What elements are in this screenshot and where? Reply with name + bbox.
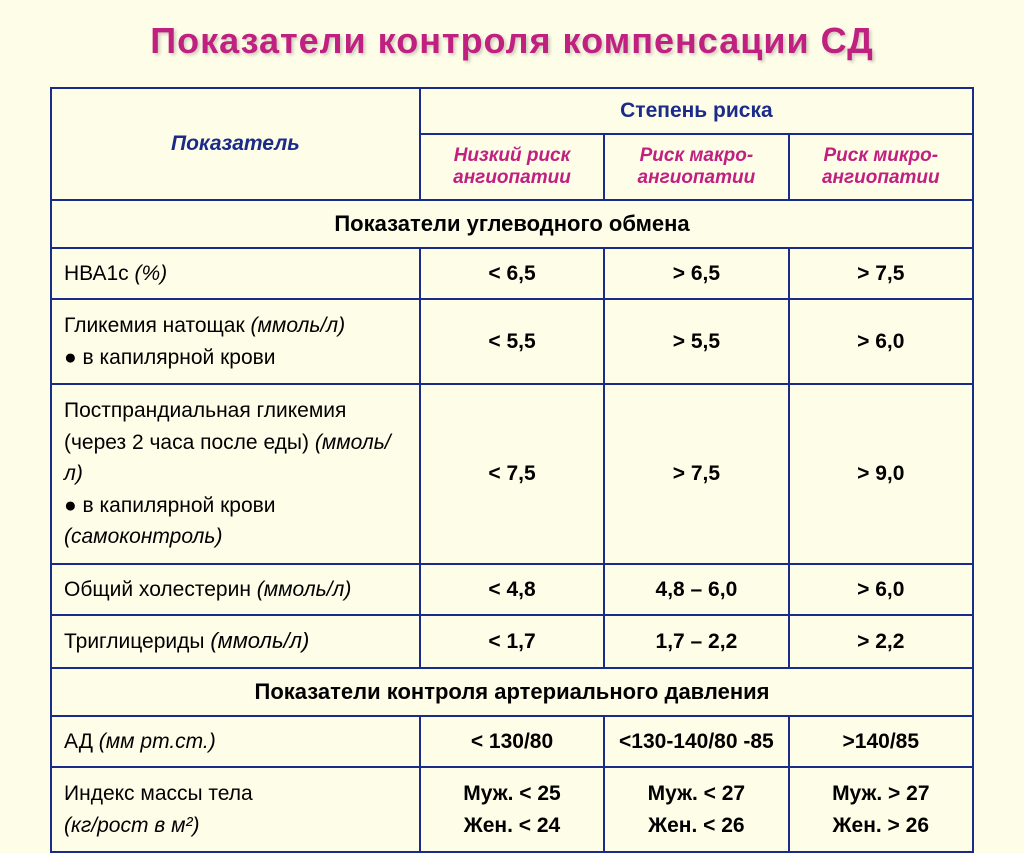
- param-postprandial: Постпрандиальная гликемия (через 2 часа …: [51, 384, 420, 564]
- table-row: Гликемия натощак (ммоль/л) ● в капилярно…: [51, 299, 973, 384]
- table-row: Общий холестерин (ммоль/л) < 4,8 4,8 – 6…: [51, 564, 973, 615]
- header-risk-micro: Риск микро-ангиопатии: [789, 134, 973, 200]
- table-row: Триглицериды (ммоль/л) < 1,7 1,7 – 2,2 >…: [51, 615, 973, 668]
- section-carbohydrate: Показатели углеводного обмена: [51, 200, 973, 248]
- value-cell: <130-140/80 -85: [604, 716, 788, 767]
- table-row: НВА1с (%) < 6,5 > 6,5 > 7,5: [51, 248, 973, 299]
- param-triglycerides: Триглицериды (ммоль/л): [51, 615, 420, 668]
- param-bp: АД (мм рт.ст.): [51, 716, 420, 767]
- value-cell: > 2,2: [789, 615, 973, 668]
- compensation-table: Показатель Степень риска Низкий риск анг…: [50, 87, 974, 853]
- value-cell: < 5,5: [420, 299, 604, 384]
- value-cell: > 6,0: [789, 564, 973, 615]
- page-title: Показатели контроля компенсации СД: [50, 20, 974, 62]
- value-cell: < 4,8: [420, 564, 604, 615]
- value-cell: > 6,0: [789, 299, 973, 384]
- value-cell: Муж. > 27Жен. > 26: [789, 767, 973, 852]
- table-row: АД (мм рт.ст.) < 130/80 <130-140/80 -85 …: [51, 716, 973, 767]
- value-cell: 4,8 – 6,0: [604, 564, 788, 615]
- table-row: Индекс массы тела (кг/рост в м²) Муж. < …: [51, 767, 973, 852]
- section-blood-pressure: Показатели контроля артериального давлен…: [51, 668, 973, 716]
- value-cell: 1,7 – 2,2: [604, 615, 788, 668]
- value-cell: < 7,5: [420, 384, 604, 564]
- param-cholesterol: Общий холестерин (ммоль/л): [51, 564, 420, 615]
- value-cell: < 1,7: [420, 615, 604, 668]
- value-cell: Муж. < 27Жен. < 26: [604, 767, 788, 852]
- param-hba1c: НВА1с (%): [51, 248, 420, 299]
- value-cell: < 6,5: [420, 248, 604, 299]
- header-risk-degree: Степень риска: [420, 88, 973, 134]
- param-bmi: Индекс массы тела (кг/рост в м²): [51, 767, 420, 852]
- table-row: Постпрандиальная гликемия (через 2 часа …: [51, 384, 973, 564]
- header-parameter: Показатель: [51, 88, 420, 200]
- value-cell: < 130/80: [420, 716, 604, 767]
- value-cell: > 5,5: [604, 299, 788, 384]
- value-cell: Муж. < 25Жен. < 24: [420, 767, 604, 852]
- param-fasting-glycemia: Гликемия натощак (ммоль/л) ● в капилярно…: [51, 299, 420, 384]
- value-cell: > 7,5: [604, 384, 788, 564]
- value-cell: > 9,0: [789, 384, 973, 564]
- header-risk-macro: Риск макро-ангиопатии: [604, 134, 788, 200]
- header-risk-low: Низкий риск ангиопатии: [420, 134, 604, 200]
- value-cell: > 6,5: [604, 248, 788, 299]
- value-cell: > 7,5: [789, 248, 973, 299]
- value-cell: >140/85: [789, 716, 973, 767]
